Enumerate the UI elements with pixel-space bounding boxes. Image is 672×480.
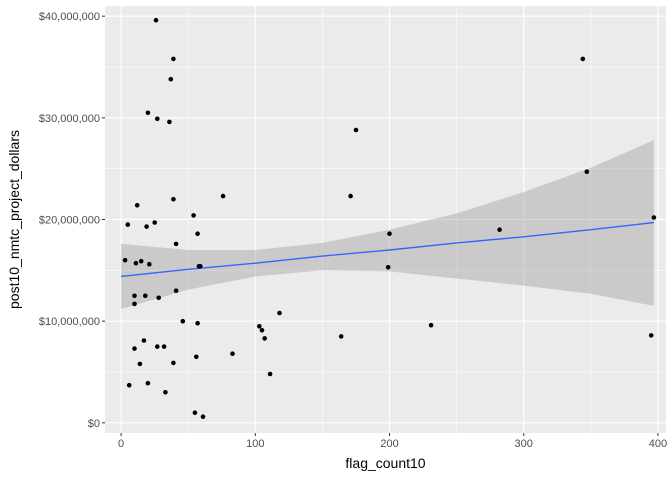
- data-point: [122, 257, 128, 263]
- data-point: [191, 213, 196, 218]
- x-axis: 0 100 200 300 400: [118, 433, 667, 450]
- data-point: [648, 333, 654, 338]
- data-point: [194, 354, 199, 360]
- data-point: [200, 414, 206, 420]
- data-point: [171, 196, 176, 202]
- y-tick-label: $40,000,000: [39, 11, 100, 23]
- data-point: [147, 261, 152, 267]
- data-point: [580, 56, 586, 62]
- y-tick-label: $20,000,000: [39, 215, 100, 227]
- x-tick-label: 200: [380, 438, 398, 450]
- data-point: [195, 320, 200, 326]
- data-point: [353, 127, 359, 133]
- data-point: [155, 116, 160, 122]
- data-point: [230, 351, 235, 357]
- y-tick-label: $10,000,000: [39, 316, 100, 328]
- data-point: [338, 334, 344, 339]
- data-points: [122, 17, 657, 420]
- trend-line: [121, 221, 654, 278]
- data-point: [173, 288, 179, 294]
- data-point: [132, 346, 137, 351]
- data-point: [134, 203, 140, 208]
- x-tick-label: 100: [246, 438, 264, 450]
- data-point: [133, 260, 139, 266]
- data-point: [138, 258, 144, 264]
- data-point: [348, 193, 353, 199]
- x-tick-label: 300: [515, 438, 533, 450]
- data-point: [257, 324, 262, 329]
- data-point: [137, 361, 143, 367]
- data-point: [180, 318, 186, 324]
- x-tick-label: 0: [118, 438, 124, 450]
- y-axis: $0 $10,000,000 $20,000,000 $30,000,000 $40,0…: [39, 11, 105, 430]
- data-point: [163, 390, 168, 395]
- x-axis-title: flag_count10: [345, 455, 425, 471]
- data-point: [168, 76, 174, 82]
- data-point: [141, 338, 147, 343]
- data-point: [167, 119, 172, 125]
- y-tick-label: $0: [88, 418, 100, 430]
- data-point: [173, 241, 179, 247]
- data-point: [153, 17, 159, 23]
- data-point: [387, 231, 392, 236]
- data-point: [145, 380, 151, 386]
- data-point: [385, 265, 391, 270]
- data-point: [428, 322, 434, 328]
- data-point: [132, 293, 137, 299]
- data-point: [192, 410, 198, 416]
- data-point: [125, 222, 131, 227]
- data-point: [277, 310, 282, 316]
- y-tick-label: $30,000,000: [39, 113, 100, 125]
- data-point: [651, 215, 657, 220]
- data-point: [144, 224, 149, 229]
- data-point: [155, 344, 160, 349]
- data-point: [126, 382, 132, 388]
- data-point: [132, 301, 137, 307]
- data-point: [267, 371, 273, 377]
- data-point: [195, 231, 200, 236]
- data-point: [584, 169, 590, 174]
- data-point: [220, 193, 226, 199]
- y-axis-title: post10_nmtc_project_dollars: [6, 130, 22, 309]
- data-point: [497, 227, 502, 232]
- data-point: [156, 295, 161, 301]
- data-point: [152, 220, 157, 225]
- confidence-band: [121, 140, 654, 309]
- data-point: [259, 328, 265, 333]
- data-point: [145, 110, 151, 116]
- data-point: [198, 264, 203, 269]
- data-point: [143, 293, 148, 299]
- data-point: [171, 360, 176, 366]
- x-tick-label: 400: [649, 438, 667, 450]
- data-point: [171, 56, 176, 62]
- data-point: [161, 344, 167, 349]
- data-point: [262, 336, 268, 341]
